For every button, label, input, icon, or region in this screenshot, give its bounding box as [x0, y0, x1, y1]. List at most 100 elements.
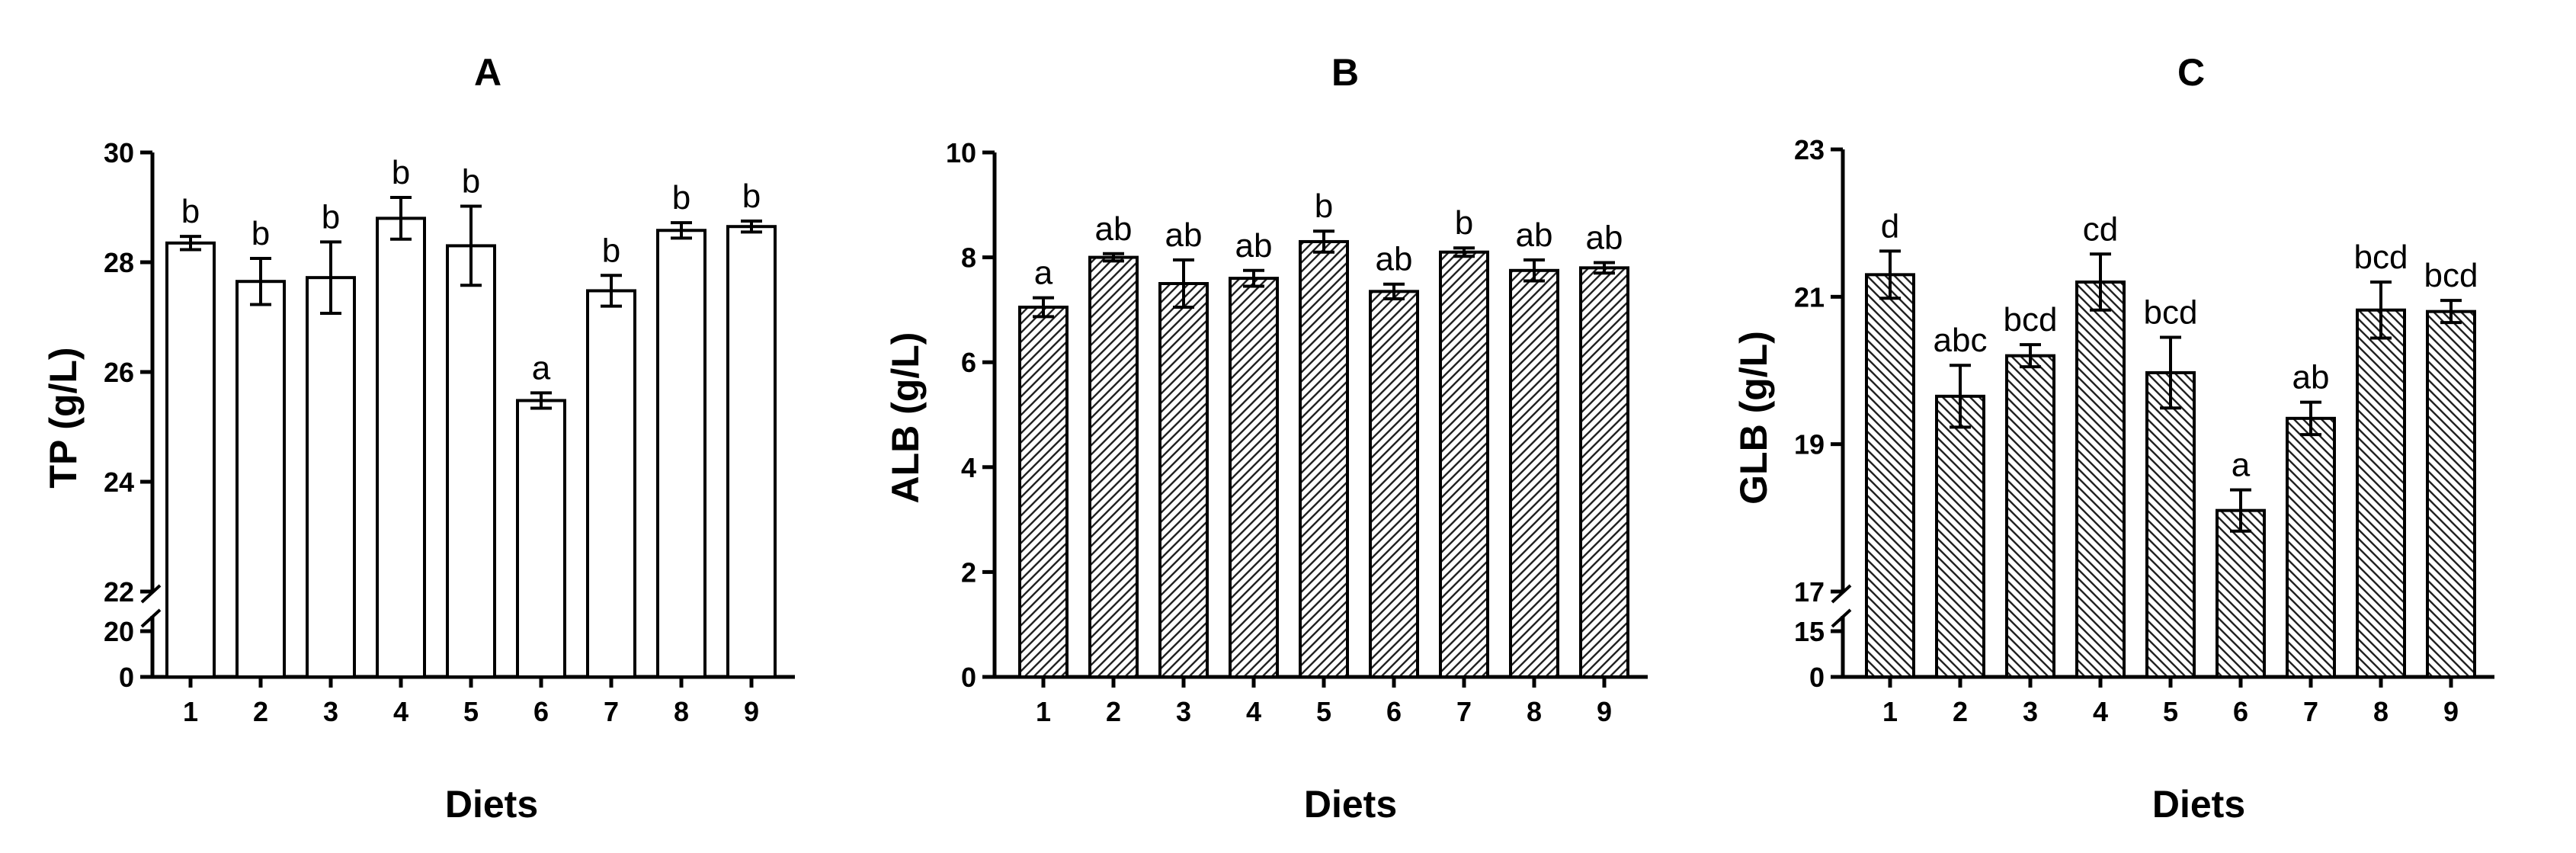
x-tick-label: 2 [1953, 696, 1968, 727]
significance-letter: ab [1165, 216, 1203, 254]
bar [1158, 282, 1209, 678]
x-tick-label: 3 [323, 696, 338, 727]
x-tick-label: 6 [1386, 696, 1402, 727]
bar [2216, 508, 2266, 679]
bar [1229, 277, 1279, 678]
x-tick-label: 4 [2093, 696, 2108, 727]
significance-letter: d [1881, 207, 1899, 245]
significance-letter: a [532, 349, 551, 386]
bar [306, 276, 356, 679]
y-tick-label: 19 [1794, 429, 1825, 460]
axis-break-mark [140, 584, 162, 604]
y-tick-label: 20 [104, 616, 134, 647]
significance-letter: ab [2292, 359, 2330, 396]
y-tick-label: 6 [961, 347, 976, 378]
y-tick-label: 21 [1794, 281, 1825, 313]
y-tick-label: 30 [104, 137, 134, 168]
panel-b-xlabel: Diets [1304, 783, 1397, 826]
bar [1018, 305, 1069, 678]
axis-break-mark [1831, 584, 1852, 604]
panel-a-bars: b b b b b a b b b [165, 154, 777, 679]
x-tick-label: 3 [1176, 696, 1191, 727]
x-tick-label: 4 [1246, 696, 1261, 727]
significance-letter: b [1455, 204, 1473, 242]
bar [1088, 255, 1139, 679]
y-tick-label: 23 [1794, 134, 1825, 165]
x-tick-label: 7 [604, 696, 619, 727]
bar [2356, 308, 2406, 678]
panel-a-xlabel: Diets [445, 783, 538, 826]
x-tick-label: 6 [2233, 696, 2248, 727]
bar [2075, 281, 2126, 678]
significance-letter: a [2232, 447, 2251, 484]
panel-c-title: C [2177, 51, 2205, 94]
significance-letter: ab [1095, 210, 1133, 248]
x-tick-label: 4 [393, 696, 409, 727]
y-tick-label: 10 [946, 137, 976, 168]
y-tick-label: 28 [104, 247, 134, 278]
significance-letter: ab [1586, 219, 1623, 256]
bar [2426, 309, 2476, 678]
significance-letter: b [1315, 188, 1333, 225]
y-tick-label: 26 [104, 357, 134, 388]
x-tick-label: 2 [1106, 696, 1121, 727]
significance-letter: b [392, 154, 410, 191]
bar [586, 289, 636, 678]
significance-letter: ab [1516, 216, 1553, 254]
x-tick-label: 9 [1597, 696, 1612, 727]
bar [2005, 354, 2055, 678]
significance-letter: cd [2083, 210, 2118, 248]
bar [165, 241, 216, 678]
panel-c-ylabel: GLB (g/L) [1732, 331, 1775, 505]
x-tick-label: 1 [1036, 696, 1051, 727]
x-tick-label: 8 [1527, 696, 1542, 727]
y-tick-label: 24 [104, 467, 134, 498]
x-tick-label: 5 [463, 696, 479, 727]
panel-c-xlabel: Diets [2152, 783, 2245, 826]
x-tick-label: 8 [2373, 696, 2389, 727]
x-tick-label: 5 [1316, 696, 1331, 727]
bar [1299, 239, 1349, 678]
y-tick-label: 2 [961, 556, 976, 588]
y-tick-label: 17 [1794, 576, 1825, 608]
x-tick-label: 3 [2023, 696, 2038, 727]
x-tick-label: 7 [2303, 696, 2318, 727]
bar [2286, 416, 2336, 678]
significance-letter: b [742, 178, 761, 215]
bar [656, 229, 706, 678]
significance-letter: ab [1235, 227, 1273, 265]
y-tick-label: 22 [104, 576, 134, 608]
y-tick-label: 0 [961, 662, 976, 693]
bar [1439, 250, 1489, 679]
y-tick-label: 0 [119, 662, 134, 693]
y-tick-label: 15 [1794, 616, 1825, 647]
panel-b-ylabel: ALB (g/L) [884, 332, 927, 504]
panel-b-title: B [1331, 51, 1359, 94]
significance-letter: b [462, 163, 480, 200]
x-tick-label: 5 [2163, 696, 2178, 727]
bar [376, 216, 426, 678]
significance-letter: bcd [2424, 257, 2478, 294]
x-tick-label: 1 [1882, 696, 1898, 727]
axis-break-mark [140, 608, 162, 628]
significance-letter: a [1034, 255, 1053, 292]
significance-letter: b [602, 232, 620, 269]
axis-break-mark [1831, 608, 1852, 628]
x-tick-label: 9 [744, 696, 759, 727]
significance-letter: b [672, 179, 690, 216]
significance-letter: bcd [2354, 239, 2408, 276]
bar [2145, 370, 2196, 678]
significance-letter: abc [1934, 322, 1988, 359]
bar [726, 225, 777, 678]
significance-letter: b [181, 193, 200, 230]
y-tick-label: 8 [961, 242, 976, 274]
x-tick-label: 8 [674, 696, 689, 727]
bar [1369, 290, 1419, 678]
bar [1509, 268, 1559, 678]
panel-a-ticks: 22 24 26 28 30 0 20 1 2 3 4 5 6 7 8 9 [104, 137, 795, 727]
bar [516, 399, 566, 678]
